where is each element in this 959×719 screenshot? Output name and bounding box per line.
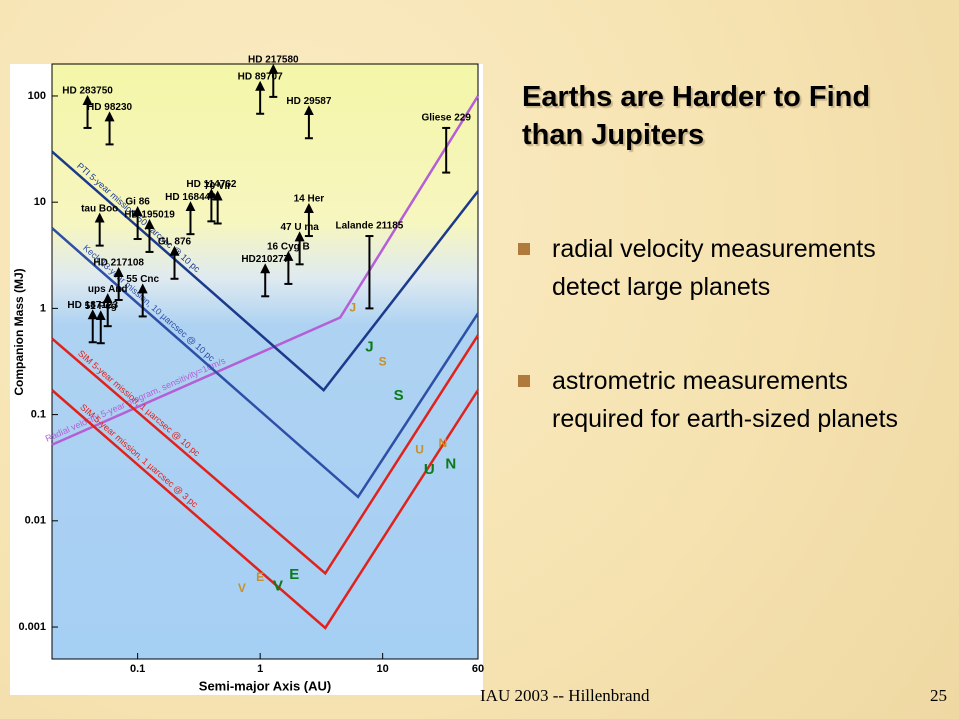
- solar-planet: S: [379, 355, 387, 369]
- footer: IAU 2003 -- Hillenbrand: [480, 686, 650, 705]
- y-tick-label: 10: [34, 196, 46, 208]
- y-tick-label: 1: [40, 302, 46, 314]
- x-tick-label: 0.1: [130, 663, 145, 675]
- planet-label: 51 Peg: [85, 301, 117, 312]
- solar-planet: N: [439, 436, 448, 450]
- x-tick-label: 60: [472, 663, 484, 675]
- y-tick-label: 100: [28, 90, 46, 102]
- solar-planet: J: [365, 338, 373, 355]
- planet-label: 16 Cyg B: [267, 242, 310, 253]
- planet-label: HD 98230: [87, 102, 132, 113]
- curve: [51, 334, 480, 576]
- planet-label: ups And: [88, 284, 128, 295]
- solar-planet: E: [256, 570, 264, 584]
- y-tick-label: 0.01: [25, 515, 46, 527]
- planet-label: GL 876: [158, 236, 192, 247]
- range-label: Gliese 229: [421, 113, 471, 124]
- planet-label: HD 89707: [238, 71, 283, 82]
- planet-label: HD 217580: [248, 55, 299, 66]
- planet-label: 47 U ma: [280, 222, 319, 233]
- planet-label: HD 217108: [93, 258, 144, 269]
- solar-planet: U: [415, 443, 424, 457]
- range-label: Lalande 21185: [336, 221, 404, 232]
- slide-title: Earths are Harder to Find than Jupiters: [522, 81, 871, 151]
- y-tick-label: 0.1: [31, 409, 46, 421]
- planet-label: tau Boo: [81, 203, 118, 214]
- x-axis-title: Semi-major Axis (AU): [199, 678, 331, 693]
- solar-planet: V: [238, 581, 246, 595]
- x-tick-label: 10: [377, 663, 389, 675]
- planet-label: 55 Cnc: [126, 274, 159, 285]
- solar-planet: J: [349, 301, 356, 315]
- x-tick-label: 1: [257, 663, 263, 675]
- planet-label: HD 283750: [62, 86, 113, 97]
- planet-label: HD 187123: [67, 300, 118, 311]
- curve: [51, 389, 480, 630]
- curve: [51, 227, 480, 499]
- planet-label: HD210277: [241, 254, 289, 265]
- plot-area: [52, 64, 478, 659]
- page-number: 25: [930, 686, 947, 705]
- solar-planet: U: [424, 461, 435, 478]
- bullet: astrometric measurements required for ea…: [518, 362, 938, 438]
- y-tick-label: 0.001: [18, 621, 46, 633]
- solar-planet: E: [289, 566, 299, 583]
- bullet-text: astrometric measurements required for ea…: [552, 367, 899, 433]
- bullet: radial velocity measurements detect larg…: [518, 230, 938, 306]
- curve: [51, 95, 480, 446]
- planet-label: 70 Vir: [204, 181, 231, 192]
- solar-planet: V: [273, 578, 283, 595]
- planet-label: HD 195019: [124, 210, 175, 221]
- planet-label: 14 Her: [294, 194, 325, 205]
- planet-label: HD 29587: [286, 96, 331, 107]
- plot-frame: [51, 63, 479, 660]
- curve: [51, 150, 479, 392]
- chart: Semi-major Axis (AU) Companion Mass (MJ)…: [10, 55, 484, 695]
- planet-label: HD 168443: [165, 192, 216, 203]
- solar-planet: N: [445, 455, 456, 472]
- planet-label: HD 114762: [186, 179, 236, 190]
- solar-planet: S: [394, 387, 404, 404]
- y-axis-title: Companion Mass (MJ): [12, 268, 26, 395]
- bullet-text: radial velocity measurements detect larg…: [552, 235, 876, 301]
- planet-label: Gi 86: [125, 197, 150, 208]
